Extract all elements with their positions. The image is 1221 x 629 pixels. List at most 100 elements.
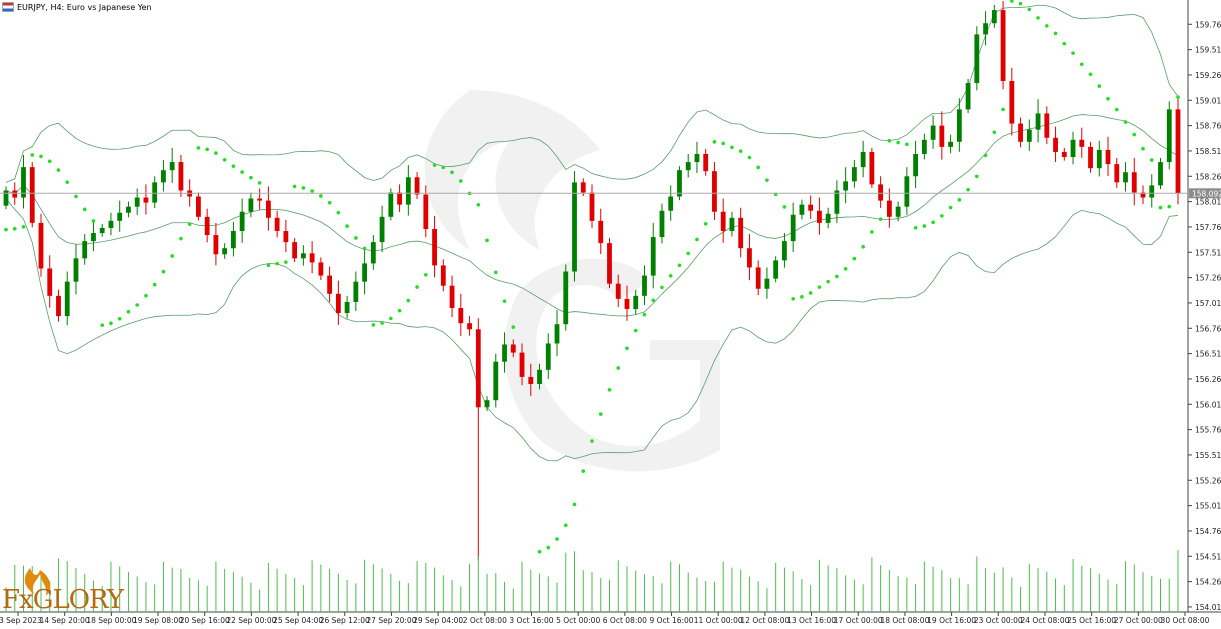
bear-candle: [274, 217, 280, 231]
sar-dot: [712, 140, 717, 144]
bear-candle: [56, 295, 61, 317]
sar-dot: [730, 145, 734, 150]
sar-dot: [1141, 146, 1145, 151]
sar-dot: [345, 224, 349, 228]
bull-candle: [169, 162, 175, 171]
sar-dot: [581, 469, 586, 473]
sar-dot: [555, 537, 559, 541]
bear-candle: [213, 235, 219, 255]
sar-dot: [196, 146, 201, 150]
sar-dot: [502, 299, 507, 303]
time-tick-label: 22 Sep 00:00: [226, 616, 276, 625]
bear-candle: [808, 204, 814, 211]
sar-dot: [249, 175, 253, 180]
price-tick-label: 157.010: [1195, 299, 1221, 308]
sar-dot: [896, 140, 900, 145]
time-tick-label: 20 Sep 16:00: [180, 616, 230, 625]
price-tick-label: 158.010: [1195, 198, 1221, 207]
bear-candle: [738, 217, 744, 249]
sar-dot: [161, 269, 166, 274]
sar-dot: [1027, 7, 1032, 12]
sar-dot: [800, 295, 804, 299]
bear-candle: [1140, 192, 1146, 198]
fxglory-logo: [24, 568, 51, 596]
sar-dot: [179, 236, 183, 241]
time-tick-label: 25 Sep 04:00: [273, 616, 323, 625]
sar-dot: [843, 266, 848, 271]
sar-dot: [485, 238, 489, 243]
bear-candle: [1114, 164, 1120, 183]
bear-candle: [607, 243, 612, 284]
sar-dot: [144, 293, 148, 298]
current-price-label: 158.092: [1192, 189, 1221, 198]
logo-text: FxGLORY: [2, 585, 124, 615]
price-tick-label: 155.260: [1195, 476, 1221, 485]
bear-candle: [869, 151, 875, 185]
bollinger-middle-line: [5, 114, 1179, 317]
price-tick-label: 156.260: [1195, 375, 1221, 384]
sar-dot: [109, 321, 113, 326]
sar-dot: [1176, 95, 1180, 100]
sar-dot: [476, 203, 481, 207]
bull-candle: [353, 281, 359, 302]
time-tick-label: 27 Sep 20:00: [366, 616, 416, 625]
bull-candle: [782, 241, 787, 261]
bull-candle: [388, 192, 394, 217]
sar-dot: [817, 285, 822, 289]
price-tick-label: 159.010: [1195, 96, 1221, 105]
price-tick-label: 154.260: [1195, 578, 1221, 587]
bear-candle: [939, 125, 945, 147]
price-tick-label: 158.760: [1195, 122, 1221, 131]
sar-dot: [677, 263, 682, 268]
bear-candle: [12, 190, 18, 198]
bull-candle: [344, 301, 350, 314]
bear-candle: [432, 228, 437, 266]
sar-dot: [284, 260, 288, 264]
sar-dot: [607, 388, 612, 392]
sar-dot: [214, 151, 218, 155]
time-tick-label: 18 Oct 08:00: [880, 616, 929, 625]
sar-dot: [808, 291, 813, 295]
bear-candle: [1175, 109, 1181, 194]
symbol-flag-icon: [2, 2, 14, 12]
sar-dot: [100, 323, 105, 328]
sar-dot: [695, 237, 699, 242]
time-tick-label: 26 Sep 12:00: [320, 616, 370, 625]
bollinger-bands: [5, 4, 1179, 462]
sar-dot: [546, 545, 551, 550]
bull-candle: [685, 162, 691, 171]
time-tick-label: 11 Oct 00:00: [694, 616, 743, 625]
bull-candle: [659, 210, 665, 238]
sar-dot: [231, 164, 236, 168]
sar-dot: [861, 244, 865, 249]
bull-candle: [1026, 129, 1032, 142]
sar-dot: [240, 170, 244, 174]
sar-dot: [12, 226, 17, 231]
bear-candle: [47, 268, 53, 296]
sar-dot: [319, 194, 323, 198]
bear-candle: [816, 210, 822, 223]
bull-candle: [405, 177, 411, 205]
price-tick-label: 156.010: [1195, 400, 1221, 409]
sar-dot: [441, 165, 446, 170]
bear-candle: [292, 242, 298, 259]
bull-candle: [913, 153, 919, 177]
sar-dot: [511, 325, 516, 329]
flame-icon: [24, 568, 51, 596]
sar-dot: [747, 155, 752, 160]
sar-dot: [598, 412, 603, 416]
sar-dot: [117, 316, 122, 321]
time-tick-label: 30 Oct 08:00: [1161, 616, 1210, 625]
bull-candle: [1158, 162, 1163, 186]
sar-dot: [47, 159, 52, 164]
sar-dot: [625, 346, 629, 351]
sar-dot: [126, 309, 131, 314]
bull-candle: [956, 109, 962, 142]
bull-candle: [126, 206, 131, 213]
bear-candle: [449, 285, 455, 308]
bull-candle: [117, 212, 123, 221]
bull-candle: [834, 190, 840, 214]
sar-dot: [493, 270, 498, 275]
bull-candle: [729, 217, 735, 231]
